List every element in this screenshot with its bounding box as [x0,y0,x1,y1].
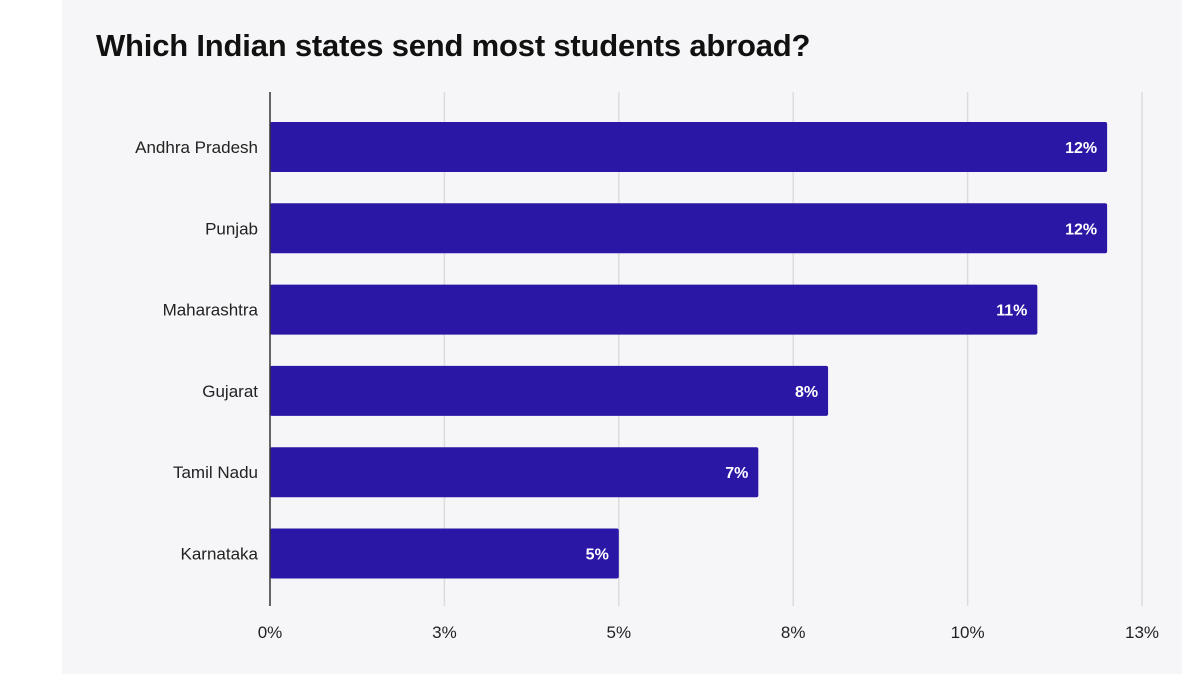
bar [270,528,619,579]
chart-title: Which Indian states send most students a… [96,28,811,63]
chart-background [62,0,1182,674]
x-tick-label: 10% [951,623,985,642]
data-label: 12% [1065,140,1097,157]
x-tick-label: 0% [258,623,283,642]
x-tick-label: 13% [1125,623,1159,642]
data-label: 7% [725,465,748,482]
category-label: Maharashtra [163,301,259,320]
data-label: 8% [795,384,818,401]
category-label: Punjab [205,219,258,238]
bar [270,284,1038,335]
bar [270,447,759,498]
category-label: Karnataka [181,545,259,564]
x-tick-label: 3% [432,623,457,642]
x-tick-label: 5% [607,623,632,642]
bar [270,203,1108,254]
data-label: 12% [1065,221,1097,238]
x-tick-label: 8% [781,623,806,642]
category-label: Tamil Nadu [173,463,258,482]
data-label: 11% [996,303,1027,320]
data-label: 5% [586,547,609,564]
bar [270,365,829,416]
category-label: Andhra Pradesh [135,138,258,157]
category-label: Gujarat [202,382,258,401]
bar [270,122,1108,172]
